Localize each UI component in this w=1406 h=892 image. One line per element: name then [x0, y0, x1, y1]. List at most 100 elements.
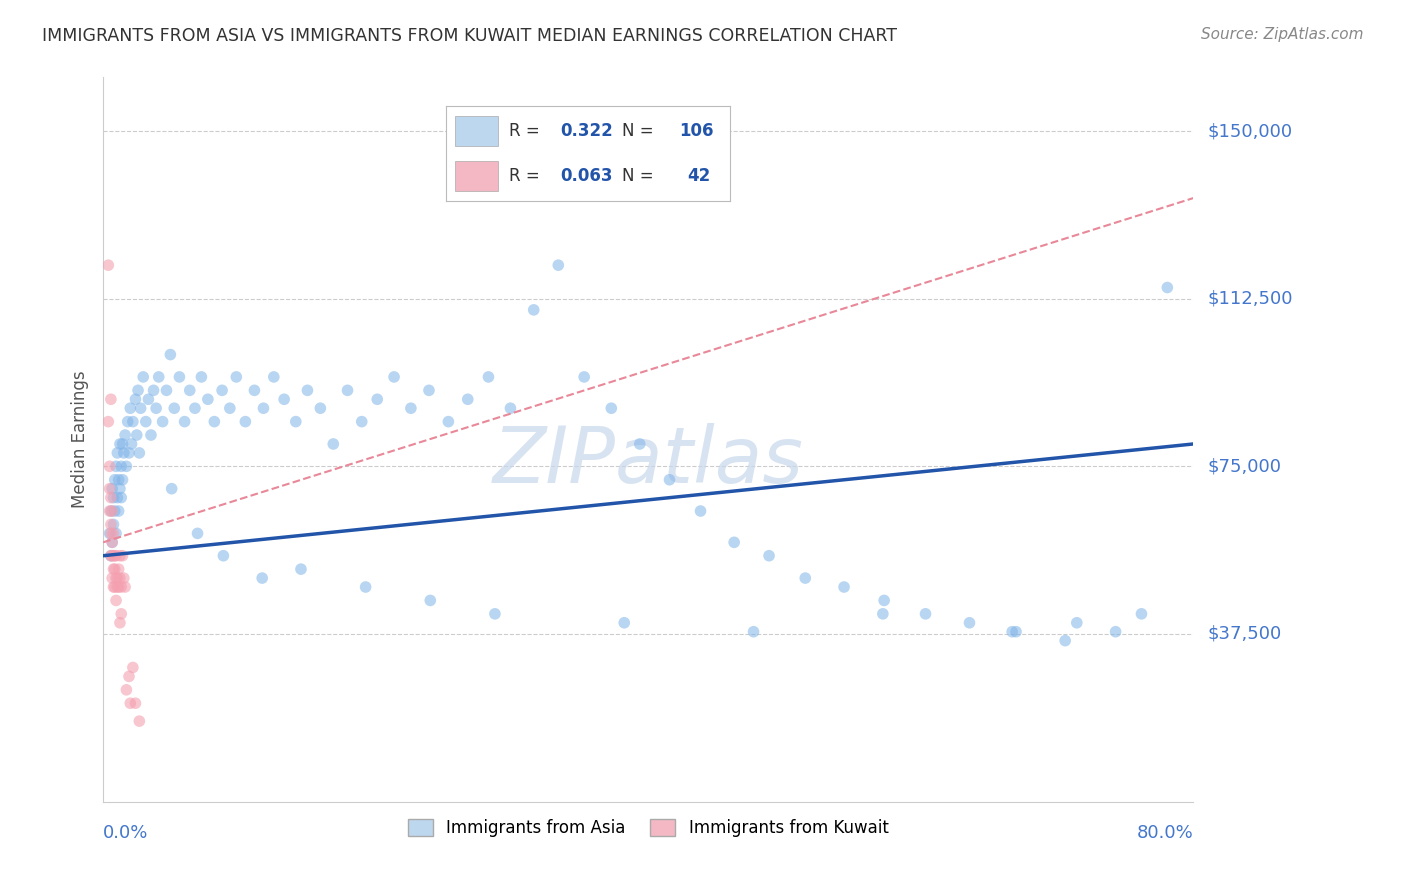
Point: [873, 593, 896, 607]
Point: [457, 392, 479, 407]
Point: [114, 428, 136, 442]
Point: [100, 392, 122, 407]
Point: [235, 415, 257, 429]
Point: [110, 607, 132, 621]
Point: [104, 562, 127, 576]
Point: [273, 392, 295, 407]
Text: ZIPatlas: ZIPatlas: [492, 423, 804, 500]
Point: [115, 682, 138, 697]
Point: [914, 607, 936, 621]
Point: [437, 415, 460, 429]
Point: [101, 535, 124, 549]
Point: [105, 446, 128, 460]
Text: $37,500: $37,500: [1208, 625, 1281, 643]
Point: [120, 401, 142, 416]
Point: [100, 549, 122, 563]
Point: [108, 549, 131, 563]
Point: [354, 580, 377, 594]
Point: [105, 549, 128, 563]
Point: [118, 669, 141, 683]
Point: [107, 473, 129, 487]
Point: [98, 482, 121, 496]
Point: [484, 607, 506, 621]
Point: [184, 401, 207, 416]
Point: [125, 428, 148, 442]
Point: [112, 571, 135, 585]
Point: [723, 535, 745, 549]
Point: [105, 571, 128, 585]
Point: [98, 504, 121, 518]
Point: [872, 607, 894, 621]
Point: [101, 549, 124, 563]
Point: [103, 491, 125, 505]
Point: [163, 401, 186, 416]
Point: [1104, 624, 1126, 639]
Point: [1130, 607, 1153, 621]
Point: [250, 571, 273, 585]
Point: [160, 482, 183, 496]
Point: [173, 415, 195, 429]
Point: [104, 504, 127, 518]
Point: [523, 302, 546, 317]
Point: [159, 348, 181, 362]
Point: [103, 526, 125, 541]
Point: [179, 384, 201, 398]
Point: [399, 401, 422, 416]
Point: [252, 401, 274, 416]
Point: [103, 517, 125, 532]
Point: [572, 370, 595, 384]
Point: [959, 615, 981, 630]
Point: [600, 401, 623, 416]
Point: [108, 482, 131, 496]
Point: [1156, 280, 1178, 294]
Point: [658, 473, 681, 487]
Point: [197, 392, 219, 407]
Point: [110, 580, 132, 594]
Point: [1054, 633, 1077, 648]
Point: [100, 517, 122, 532]
Point: [101, 504, 124, 518]
Point: [104, 473, 127, 487]
Point: [211, 384, 233, 398]
Point: [1005, 624, 1028, 639]
Legend: Immigrants from Asia, Immigrants from Kuwait: Immigrants from Asia, Immigrants from Ku…: [401, 813, 896, 844]
Point: [758, 549, 780, 563]
Point: [477, 370, 499, 384]
Point: [122, 660, 145, 674]
Point: [138, 392, 160, 407]
Point: [100, 491, 122, 505]
Point: [111, 437, 134, 451]
Point: [110, 491, 132, 505]
Text: Source: ZipAtlas.com: Source: ZipAtlas.com: [1201, 27, 1364, 42]
Point: [418, 384, 440, 398]
Point: [118, 446, 141, 460]
Point: [243, 384, 266, 398]
Point: [366, 392, 388, 407]
Y-axis label: Median Earnings: Median Earnings: [72, 371, 89, 508]
Point: [322, 437, 344, 451]
Point: [155, 384, 177, 398]
Point: [212, 549, 235, 563]
Point: [104, 549, 127, 563]
Point: [111, 549, 134, 563]
Point: [101, 535, 124, 549]
Point: [108, 437, 131, 451]
Point: [115, 459, 138, 474]
Point: [108, 571, 131, 585]
Point: [689, 504, 711, 518]
Point: [628, 437, 651, 451]
Point: [98, 526, 121, 541]
Point: [103, 562, 125, 576]
Point: [382, 370, 405, 384]
Point: [100, 504, 122, 518]
Point: [132, 370, 155, 384]
Point: [105, 526, 128, 541]
Point: [152, 415, 174, 429]
Point: [98, 459, 121, 474]
Point: [110, 459, 132, 474]
Point: [104, 580, 127, 594]
Point: [108, 615, 131, 630]
Point: [128, 714, 150, 728]
Point: [169, 370, 191, 384]
Point: [350, 415, 373, 429]
